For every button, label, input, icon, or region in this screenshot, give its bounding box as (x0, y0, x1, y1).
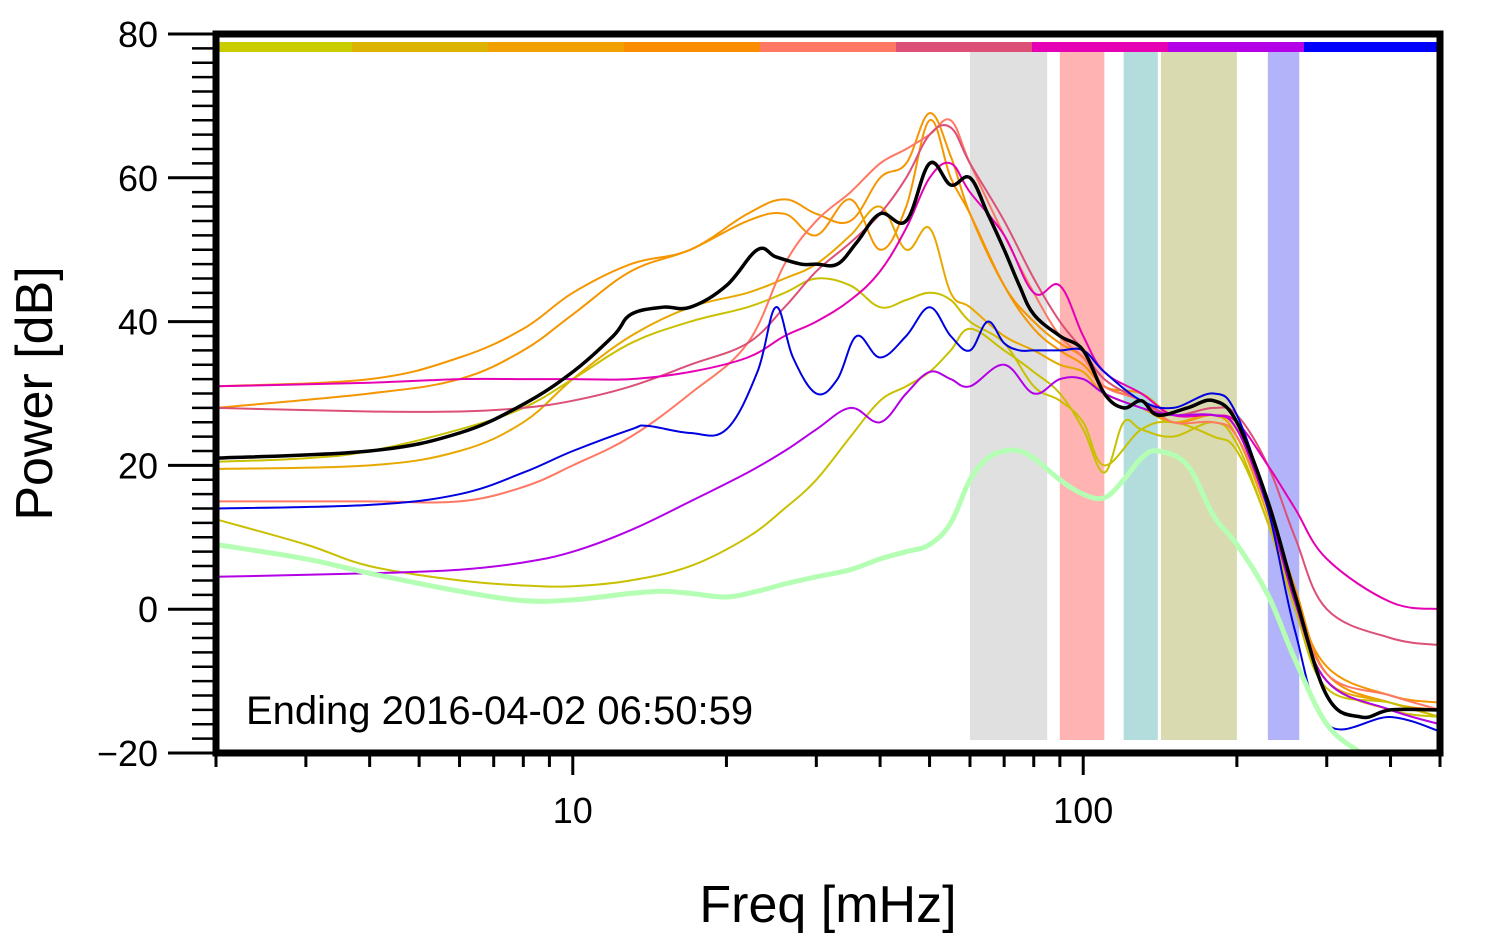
top-bar-segment-3 (488, 42, 625, 52)
top-bar-segment-8 (1168, 42, 1305, 52)
x-axis-title: Freq [mHz] (699, 876, 956, 934)
y-tick-label-80: 80 (118, 14, 158, 55)
y-tick-label-0: 0 (138, 589, 158, 630)
y-tick-label--20: −20 (97, 733, 158, 774)
tick-labels: −20 0 20 40 60 80 10 100 (97, 14, 1113, 831)
series-line-orange-2 (215, 119, 1441, 711)
series-line-orange-1 (215, 112, 1441, 704)
series-line-salmon (216, 118, 1441, 711)
series-line-rose (215, 124, 1441, 647)
y-tick-label-40: 40 (118, 302, 158, 343)
top-bar-segment-9 (1304, 42, 1441, 52)
y-tick-label-60: 60 (118, 158, 158, 199)
ending-timestamp-annotation: Ending 2016-04-02 06:50:59 (246, 689, 753, 733)
series-lines (215, 112, 1441, 755)
y-tick-label-20: 20 (118, 445, 158, 486)
series-line-yellow-2 (215, 277, 1441, 718)
series-line-magenta-1 (215, 161, 1441, 611)
top-bar-segment-2 (352, 42, 489, 52)
series-line-purple (215, 363, 1441, 726)
top-bar-segment-4 (624, 42, 761, 52)
series-line-blue (215, 306, 1441, 733)
series-line-light-green (215, 447, 1363, 755)
frequency-band-2 (1059, 52, 1105, 740)
top-bar-segment-1 (216, 42, 353, 52)
top-bar-segment-7 (1032, 42, 1169, 52)
top-bar-segment-6 (896, 42, 1033, 52)
plot-frame (212, 30, 1444, 757)
series-line-black-mean (215, 160, 1441, 720)
top-bar-segment-5 (760, 42, 897, 52)
series-line-gold-1 (215, 205, 1441, 718)
x-tick-label-100: 100 (1053, 790, 1113, 831)
y-axis-title: Power [dB] (6, 266, 64, 520)
frequency-band-1 (969, 52, 1048, 740)
series-line-yellow-1 (215, 327, 1441, 718)
top-color-bar (216, 42, 1441, 52)
x-tick-label-10: 10 (553, 790, 593, 831)
axis-ticks (168, 32, 1442, 775)
